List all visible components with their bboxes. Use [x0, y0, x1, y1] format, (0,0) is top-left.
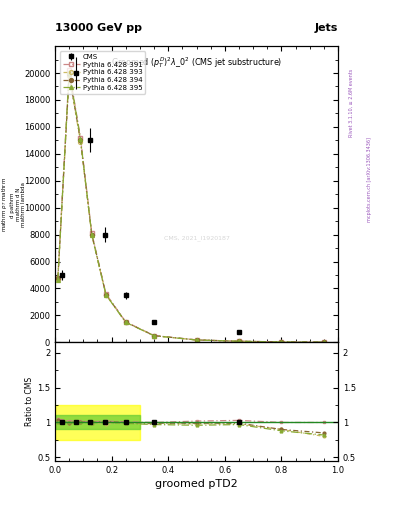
Text: CMS, 2021_I1920187: CMS, 2021_I1920187: [163, 236, 230, 242]
Pythia 6.428 395: [194, 337, 199, 343]
Pythia 6.428 395: [279, 339, 284, 345]
Text: Rivet 3.1.10, ≥ 2.6M events: Rivet 3.1.10, ≥ 2.6M events: [349, 68, 354, 137]
Pythia 6.428 394: [67, 71, 72, 77]
X-axis label: groomed pTD2: groomed pTD2: [155, 479, 238, 489]
Pythia 6.428 394: [194, 337, 199, 343]
Text: 13000 GeV pp: 13000 GeV pp: [55, 23, 142, 33]
Pythia 6.428 394: [90, 231, 94, 238]
Bar: [55, 405, 140, 440]
Pythia 6.428 394: [237, 338, 241, 344]
Pythia 6.428 394: [123, 319, 128, 325]
Pythia 6.428 391: [78, 135, 83, 141]
Pythia 6.428 391: [123, 319, 128, 325]
Pythia 6.428 395: [90, 232, 94, 238]
Pythia 6.428 391: [67, 67, 72, 73]
Text: mcplots.cern.ch [arXiv:1306.3436]: mcplots.cern.ch [arXiv:1306.3436]: [367, 137, 372, 222]
Text: mathrm $d^2N$
mathrm $p_T$ mathrm
d pathrm
mathrm d N
mathrm lambda: mathrm $d^2N$ mathrm $p_T$ mathrm d path…: [0, 177, 26, 232]
Pythia 6.428 391: [321, 339, 326, 345]
Pythia 6.428 395: [55, 276, 60, 283]
Pythia 6.428 393: [152, 333, 156, 339]
Pythia 6.428 391: [279, 339, 284, 345]
Y-axis label: Ratio to CMS: Ratio to CMS: [25, 377, 34, 426]
Line: Pythia 6.428 393: Pythia 6.428 393: [56, 74, 326, 344]
Pythia 6.428 393: [237, 338, 241, 345]
Pythia 6.428 393: [194, 337, 199, 343]
Pythia 6.428 395: [152, 333, 156, 339]
Pythia 6.428 395: [67, 69, 72, 75]
Line: Pythia 6.428 391: Pythia 6.428 391: [56, 69, 326, 344]
Pythia 6.428 393: [123, 319, 128, 325]
Pythia 6.428 394: [152, 333, 156, 339]
Pythia 6.428 393: [55, 276, 60, 282]
Pythia 6.428 393: [321, 339, 326, 345]
Pythia 6.428 391: [90, 230, 94, 237]
Pythia 6.428 395: [78, 136, 83, 142]
Pythia 6.428 393: [90, 232, 94, 238]
Pythia 6.428 395: [321, 339, 326, 345]
Pythia 6.428 393: [104, 292, 108, 298]
Bar: [55, 416, 140, 430]
Legend: CMS, Pythia 6.428 391, Pythia 6.428 393, Pythia 6.428 394, Pythia 6.428 395: CMS, Pythia 6.428 391, Pythia 6.428 393,…: [60, 51, 145, 94]
Pythia 6.428 391: [104, 291, 108, 297]
Pythia 6.428 391: [55, 274, 60, 281]
Pythia 6.428 395: [237, 338, 241, 345]
Text: Jets: Jets: [315, 23, 338, 33]
Pythia 6.428 394: [78, 137, 83, 143]
Pythia 6.428 391: [237, 338, 241, 344]
Pythia 6.428 391: [152, 332, 156, 338]
Line: Pythia 6.428 395: Pythia 6.428 395: [56, 70, 326, 344]
Pythia 6.428 394: [55, 275, 60, 282]
Pythia 6.428 395: [104, 292, 108, 298]
Pythia 6.428 394: [321, 339, 326, 345]
Pythia 6.428 393: [279, 339, 284, 345]
Pythia 6.428 393: [78, 139, 83, 145]
Line: Pythia 6.428 394: Pythia 6.428 394: [56, 72, 326, 344]
Pythia 6.428 394: [279, 339, 284, 345]
Pythia 6.428 393: [67, 73, 72, 79]
Text: Groomed $(p_T^D)^2\lambda\_0^2$ (CMS jet substructure): Groomed $(p_T^D)^2\lambda\_0^2$ (CMS jet…: [111, 55, 282, 70]
Pythia 6.428 395: [123, 319, 128, 326]
Pythia 6.428 394: [104, 291, 108, 297]
Pythia 6.428 391: [194, 337, 199, 343]
